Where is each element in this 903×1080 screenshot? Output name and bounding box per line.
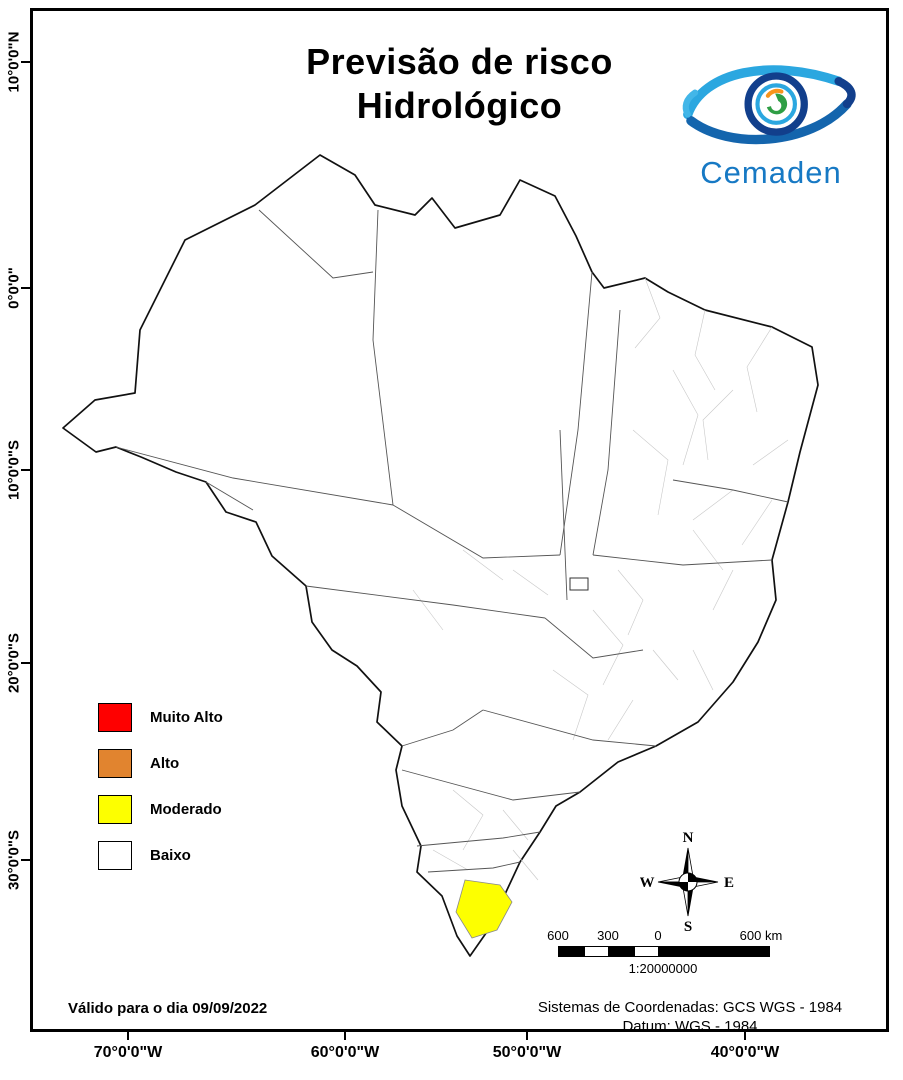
validity-date: Válido para o dia 09/09/2022 xyxy=(68,1000,268,1017)
scale-label: 600 km xyxy=(739,928,783,943)
latitude-label: 0°0'0" xyxy=(5,267,23,309)
scale-segment xyxy=(659,947,769,956)
bottom-tick xyxy=(744,1031,746,1040)
municipal-boundaries xyxy=(412,277,789,881)
left-tick xyxy=(21,859,30,861)
left-tick xyxy=(21,61,30,63)
legend-label: Alto xyxy=(150,754,180,772)
scale-bar: 600 300 0 600 km 1:20000000 xyxy=(547,928,788,977)
map-title-line1: Previsão de risco xyxy=(306,41,613,82)
scale-label: 600 xyxy=(547,928,569,943)
cemaden-logo: Cemaden xyxy=(660,50,882,191)
bottom-tick xyxy=(344,1031,346,1040)
scale-segment xyxy=(559,947,584,956)
compass-west-label: W xyxy=(640,875,655,891)
longitude-label: 70°0'0"W xyxy=(93,1044,163,1061)
scale-ratio: 1:20000000 xyxy=(548,961,788,977)
cemaden-wordmark: Cemaden xyxy=(700,155,842,190)
longitude-label: 40°0'0"W xyxy=(710,1044,780,1061)
scale-label: 0 xyxy=(654,928,662,943)
cemaden-eye-icon xyxy=(682,65,856,145)
latitude-label: 10°0'0"N xyxy=(5,31,23,93)
latitude-label: 30°0'0"S xyxy=(5,829,23,891)
alto-swatch xyxy=(98,748,132,778)
crs-line1: Sistemas de Coordenadas: GCS WGS - 1984 xyxy=(537,999,843,1016)
longitude-label: 50°0'0"W xyxy=(492,1044,562,1061)
muito-alto-swatch xyxy=(98,702,132,732)
scale-label: 300 xyxy=(597,928,619,943)
map-title: Previsão de risco Hidrológico xyxy=(30,40,889,128)
compass-south-label: S xyxy=(684,919,692,934)
scale-bar-segments xyxy=(558,946,770,957)
left-tick xyxy=(21,287,30,289)
compass-rose: N S W E xyxy=(640,830,736,939)
crs-line2: Datum: WGS - 1984 xyxy=(622,1018,758,1035)
compass-north-label: N xyxy=(683,830,694,846)
baixo-swatch xyxy=(98,840,132,870)
distrito-federal-outline xyxy=(569,577,589,591)
compass-east-label: E xyxy=(724,875,734,891)
brazil-outline xyxy=(62,154,819,957)
legend-label: Moderado xyxy=(150,800,222,818)
scale-segment xyxy=(634,947,659,956)
legend-label: Baixo xyxy=(150,846,191,864)
moderate-risk-region xyxy=(455,879,513,939)
legend-label: Muito Alto xyxy=(150,708,223,726)
legend-item-moderado: Moderado xyxy=(98,794,223,824)
latitude-label: 20°0'0"S xyxy=(5,632,23,694)
scale-bar-labels: 600 300 0 600 km xyxy=(547,928,788,944)
scale-ratio-value: 1:20000000 xyxy=(628,961,698,976)
map-title-line2: Hidrológico xyxy=(356,85,563,126)
scale-segment xyxy=(584,947,609,956)
bottom-tick xyxy=(127,1031,129,1040)
brazil-risk-map xyxy=(62,154,819,957)
legend-item-baixo: Baixo xyxy=(98,840,223,870)
moderado-swatch xyxy=(98,794,132,824)
longitude-label: 60°0'0"W xyxy=(310,1044,380,1061)
latitude-label: 10°0'0"S xyxy=(5,439,23,501)
legend-item-muito-alto: Muito Alto xyxy=(98,702,223,732)
left-tick xyxy=(21,662,30,664)
bottom-tick xyxy=(526,1031,528,1040)
risk-legend: Muito Alto Alto Moderado Baixo xyxy=(98,702,223,886)
left-tick xyxy=(21,469,30,471)
north-arrow-icon: N S W E xyxy=(640,830,735,935)
state-boundaries xyxy=(115,209,789,873)
scale-segment xyxy=(609,947,634,956)
coordinate-system-info: Sistemas de Coordenadas: GCS WGS - 1984 … xyxy=(495,998,885,1036)
legend-item-alto: Alto xyxy=(98,748,223,778)
